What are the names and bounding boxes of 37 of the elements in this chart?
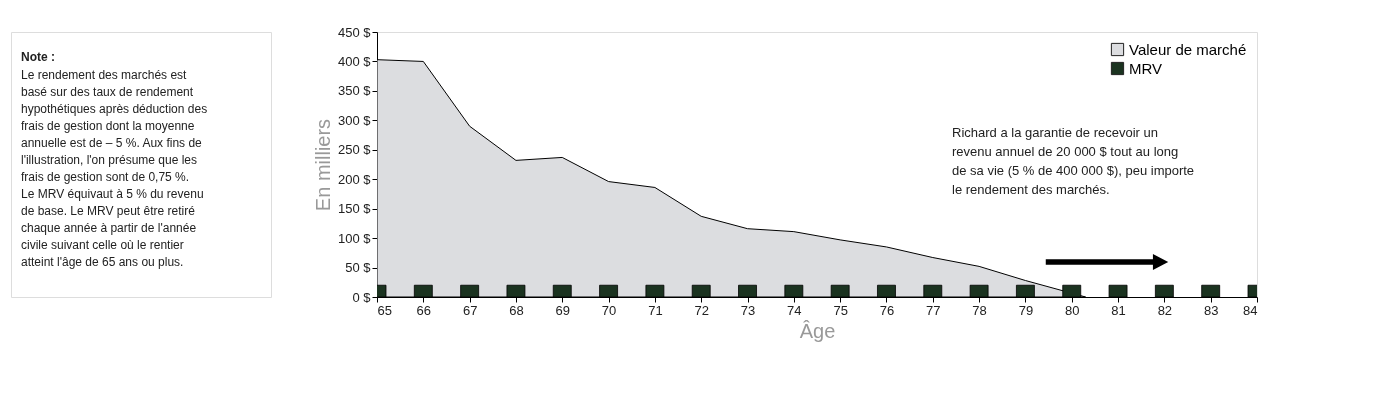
y-axis-title: En milliers [311, 118, 334, 212]
x-tick-label: 74 [787, 302, 802, 318]
x-tick-label: 68 [509, 302, 524, 318]
x-tick-label: 67 [462, 302, 478, 318]
y-tick-label: 0 $ [352, 289, 372, 305]
y-tick-label: 350 $ [337, 83, 372, 99]
y-tick-label: 300 $ [337, 112, 372, 128]
y-tick-label: 200 $ [337, 171, 372, 187]
x-tick-label: 76 [879, 302, 895, 318]
x-tick-label: 79 [1018, 302, 1034, 318]
x-tick-label: 78 [972, 302, 987, 318]
x-axis-title: Âge [799, 319, 836, 342]
text: Le rendement des marchés est basé sur des taux de rendement hypothétiques après déduction des frais de gestion dont la moyenne annuelle est de – 5 %. Aux fins de l'illustration, l'on présume que les frais de gestion sont de 0,75 %. Le MRV équivaut à 5 % du revenu de base. Le MRV peut être retiré chaque année à partir de l'année civile suivant celle où le rentier atteint l'âge de 65 ans ou plus. [21, 68, 208, 269]
x-tick-label: 69 [555, 302, 570, 318]
x-tick-label: 66 [416, 302, 432, 318]
y-tick-label: 450 $ [337, 24, 372, 40]
y-tick-label: 150 $ [337, 201, 372, 217]
x-tick-label: 77 [926, 302, 941, 318]
x-tick-label: 72 [694, 302, 709, 318]
x-tick-label: 70 [601, 302, 617, 318]
x-tick-label: 82 [1157, 302, 1173, 318]
y-tick-label: 400 $ [337, 53, 372, 69]
x-tick-label: 84 [1243, 302, 1258, 318]
x-tick-label: 81 [1111, 302, 1126, 318]
y-tick-label: 50 $ [345, 260, 372, 276]
x-tick-label: 83 [1203, 302, 1219, 318]
legend-label: Valeur de marché [1129, 40, 1247, 58]
x-tick-label: 65 [377, 302, 392, 318]
x-tick-label: 73 [740, 302, 756, 318]
x-tick-label: 75 [833, 302, 848, 318]
y-tick-label: 250 $ [337, 142, 372, 158]
annotation: Richard a la garantie de recevoir un revenu annuel de 20 000 $ tout au long de sa vie (5 % de 400 000 $), peu importe le rendement des marchés. [952, 125, 1195, 197]
x-tick-label: 71 [648, 302, 663, 318]
text: Note : [21, 50, 55, 64]
legend-label: MRV [1129, 59, 1163, 77]
y-tick-label: 100 $ [337, 230, 372, 246]
x-tick-label: 80 [1065, 302, 1080, 318]
